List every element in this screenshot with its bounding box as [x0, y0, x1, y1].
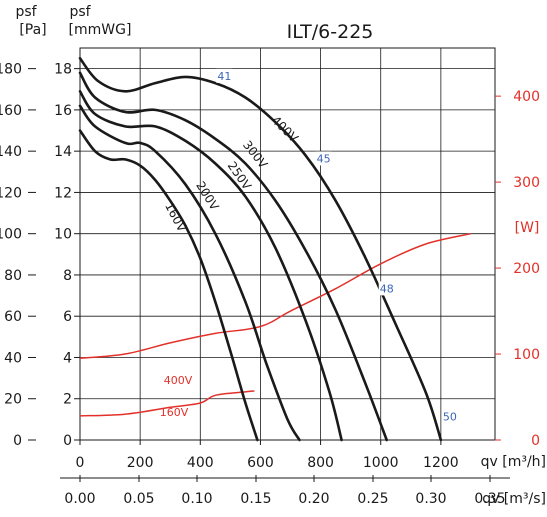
power-label-400v: 400V [164, 374, 193, 387]
efficiency-marker-50: 50 [443, 410, 457, 423]
tick-label-mmwg: 4 [63, 350, 72, 366]
power-curve-160v [79, 390, 255, 417]
efficiency-marker-48: 48 [380, 282, 394, 295]
tick-label-m3h: 600 [247, 455, 274, 471]
power-label-160v: 160V [160, 406, 189, 419]
tick-label-m3h: 800 [307, 455, 334, 471]
tick-label-pa: 40 [4, 350, 22, 366]
left-outer-axis-label-1: psf [15, 4, 37, 20]
tick-label-watts: 400 [513, 89, 540, 105]
tick-label-watts: 0 [531, 433, 540, 449]
curve-label-200v: 200V [193, 179, 222, 213]
right-axis-label: [W] [515, 220, 540, 236]
grid-layer [80, 48, 495, 440]
tick-label-mmwg: 18 [54, 62, 72, 78]
tick-label-m3s: 0.00 [64, 491, 95, 507]
tick-label-mmwg: 6 [63, 309, 72, 325]
tick-label-watts: 200 [513, 261, 540, 277]
tick-label-mmwg: 12 [54, 185, 72, 201]
tick-label-mmwg: 10 [54, 227, 72, 243]
ticks-layer: 0022044066088010100121201414016160181800… [0, 62, 540, 507]
tick-label-watts: 100 [513, 347, 540, 363]
tick-label-watts: 300 [513, 175, 540, 191]
left-inner-axis-label-1: psf [69, 4, 91, 20]
tick-label-mmwg: 0 [63, 433, 72, 449]
chart-title: ILT/6-225 [287, 21, 374, 43]
plot-frame [79, 47, 496, 441]
pressure-curve-200v [78, 104, 301, 442]
tick-label-pa: 140 [0, 144, 22, 160]
tick-label-mmwg: 14 [54, 144, 72, 160]
tick-label-pa: 180 [0, 62, 22, 78]
tick-label-pa: 0 [13, 433, 22, 449]
power-curves [79, 232, 472, 417]
pressure-curve-160v [78, 129, 259, 442]
tick-label-pa: 60 [4, 309, 22, 325]
left-inner-axis-label-2: [mmWG] [69, 22, 132, 38]
efficiency-marker-41: 41 [217, 70, 231, 83]
tick-label-m3h: 200 [127, 455, 154, 471]
tick-label-mmwg: 2 [63, 392, 72, 408]
tick-label-m3s: 0.10 [181, 491, 212, 507]
efficiency-marker-45: 45 [317, 152, 331, 165]
efficiency-marker-bg [315, 151, 332, 166]
tick-label-pa: 100 [0, 227, 22, 243]
left-outer-axis-label-2: [Pa] [19, 22, 46, 38]
tick-label-pa: 120 [0, 185, 22, 201]
efficiency-marker-bg [378, 281, 395, 296]
curve-label-300v: 300V [240, 138, 271, 172]
tick-label-pa: 80 [4, 268, 22, 284]
pressure-curve-250v [78, 90, 343, 442]
pressure-curves [78, 57, 443, 442]
tick-label-m3s: 0.35 [474, 491, 505, 507]
tick-label-pa: 20 [4, 392, 22, 408]
power-curve-400v [79, 232, 472, 360]
tick-label-m3s: 0.05 [123, 491, 154, 507]
pressure-curve-400v [78, 57, 443, 442]
efficiency-marker-bg [441, 409, 458, 424]
curve-label-160v: 160V [162, 200, 189, 235]
tick-label-m3s: 0.15 [240, 491, 271, 507]
x-axis-m3h-label: qv [m³/h] [481, 454, 546, 470]
tick-label-mmwg: 16 [54, 103, 72, 119]
x-axis-m3s-label: qv [m³/s] [482, 491, 546, 507]
tick-label-m3h: 1200 [423, 455, 459, 471]
tick-label-m3s: 0.30 [415, 491, 446, 507]
tick-label-m3s: 0.25 [357, 491, 388, 507]
tick-label-m3s: 0.20 [298, 491, 329, 507]
tick-label-m3h: 400 [187, 455, 214, 471]
efficiency-marker-bg [216, 68, 233, 83]
pressure-curve-300v [78, 71, 388, 442]
curve-label-400v: 400V [269, 113, 301, 145]
tick-label-m3h: 0 [76, 455, 85, 471]
tick-label-pa: 160 [0, 103, 22, 119]
tick-label-mmwg: 8 [63, 268, 72, 284]
tick-label-m3h: 1000 [363, 455, 399, 471]
